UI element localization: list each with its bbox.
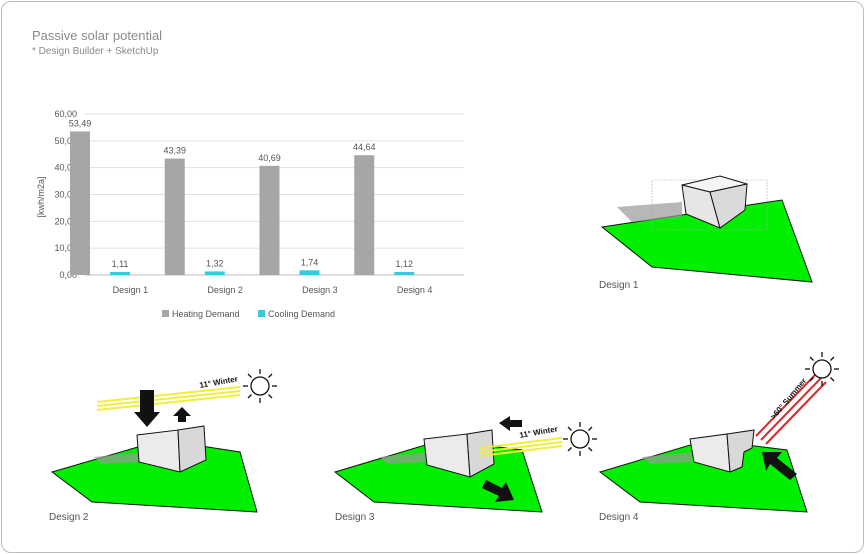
- x-tick-label: Design 4: [397, 285, 433, 295]
- design-1-illustration: [600, 175, 813, 283]
- legend-entry: Heating Demand: [172, 309, 240, 319]
- legend-entry: Cooling Demand: [268, 309, 335, 319]
- arrow-down-icon: [134, 390, 160, 427]
- cooling-bar: [110, 272, 130, 275]
- legend-swatch: [258, 310, 265, 317]
- x-tick-label: Design 1: [113, 285, 149, 295]
- data-label: 40,69: [258, 153, 281, 163]
- data-label: 1,74: [301, 257, 319, 267]
- legend-swatch: [162, 310, 169, 317]
- shadow: [94, 452, 142, 464]
- design-3-annotation: 11° Winter: [519, 424, 559, 440]
- shadow: [617, 202, 682, 222]
- data-label: 1,12: [395, 259, 413, 269]
- x-tick-label: Design 3: [302, 285, 338, 295]
- building-side: [466, 429, 495, 478]
- heating-bar: [70, 131, 90, 275]
- design-2-label: Design 2: [49, 512, 89, 523]
- y-tick-label: 50,00: [54, 136, 77, 146]
- design-3-label: Design 3: [335, 512, 375, 523]
- sun-icon: [243, 369, 277, 403]
- arrow-up-icon: [173, 407, 191, 422]
- design-3-illustration: 11° Winter: [333, 416, 597, 513]
- heating-bar: [164, 158, 185, 275]
- arrow-down-right-icon: [482, 480, 514, 502]
- figure-subtitle: * Design Builder + SketchUp: [32, 46, 159, 57]
- y-tick-label: 20,00: [54, 216, 77, 226]
- data-label: 1,32: [206, 258, 224, 268]
- y-tick-label: 0,00: [59, 270, 77, 280]
- data-label: 1,11: [112, 259, 129, 269]
- building-side: [709, 183, 748, 229]
- cooling-bar: [299, 270, 320, 275]
- y-tick-label: 40,00: [54, 163, 77, 173]
- cooling-bar: [204, 271, 225, 275]
- shadow: [642, 452, 692, 464]
- sun-icon: [805, 352, 839, 386]
- data-label: 43,39: [163, 146, 186, 156]
- y-axis-label: [kwh/m2a]: [36, 176, 46, 217]
- sun-icon: [563, 422, 597, 456]
- heating-bar: [259, 165, 280, 275]
- design-4-annotation: >60° Summer: [769, 376, 809, 421]
- building-side: [177, 425, 207, 473]
- arrow-up-left-icon: [762, 452, 797, 480]
- shadow: [380, 452, 427, 464]
- cooling-bar: [394, 271, 415, 275]
- arrow-left-icon: [499, 416, 522, 431]
- y-tick-label: 30,00: [54, 190, 77, 200]
- data-label: 44,64: [353, 142, 376, 152]
- heating-bar: [354, 155, 375, 275]
- design-1-label: Design 1: [599, 280, 639, 291]
- figure-title: Passive solar potential: [32, 28, 163, 43]
- y-tick-label: 60,00: [54, 109, 77, 119]
- x-tick-label: Design 2: [207, 285, 243, 295]
- design-4-label: Design 4: [599, 512, 639, 523]
- design-2-illustration: 11° Winter: [50, 369, 277, 513]
- data-label: 53,49: [69, 118, 92, 128]
- y-tick-label: 10,00: [54, 243, 77, 253]
- design-4-illustration: >60° Summer: [598, 352, 839, 513]
- building-side: [726, 429, 755, 473]
